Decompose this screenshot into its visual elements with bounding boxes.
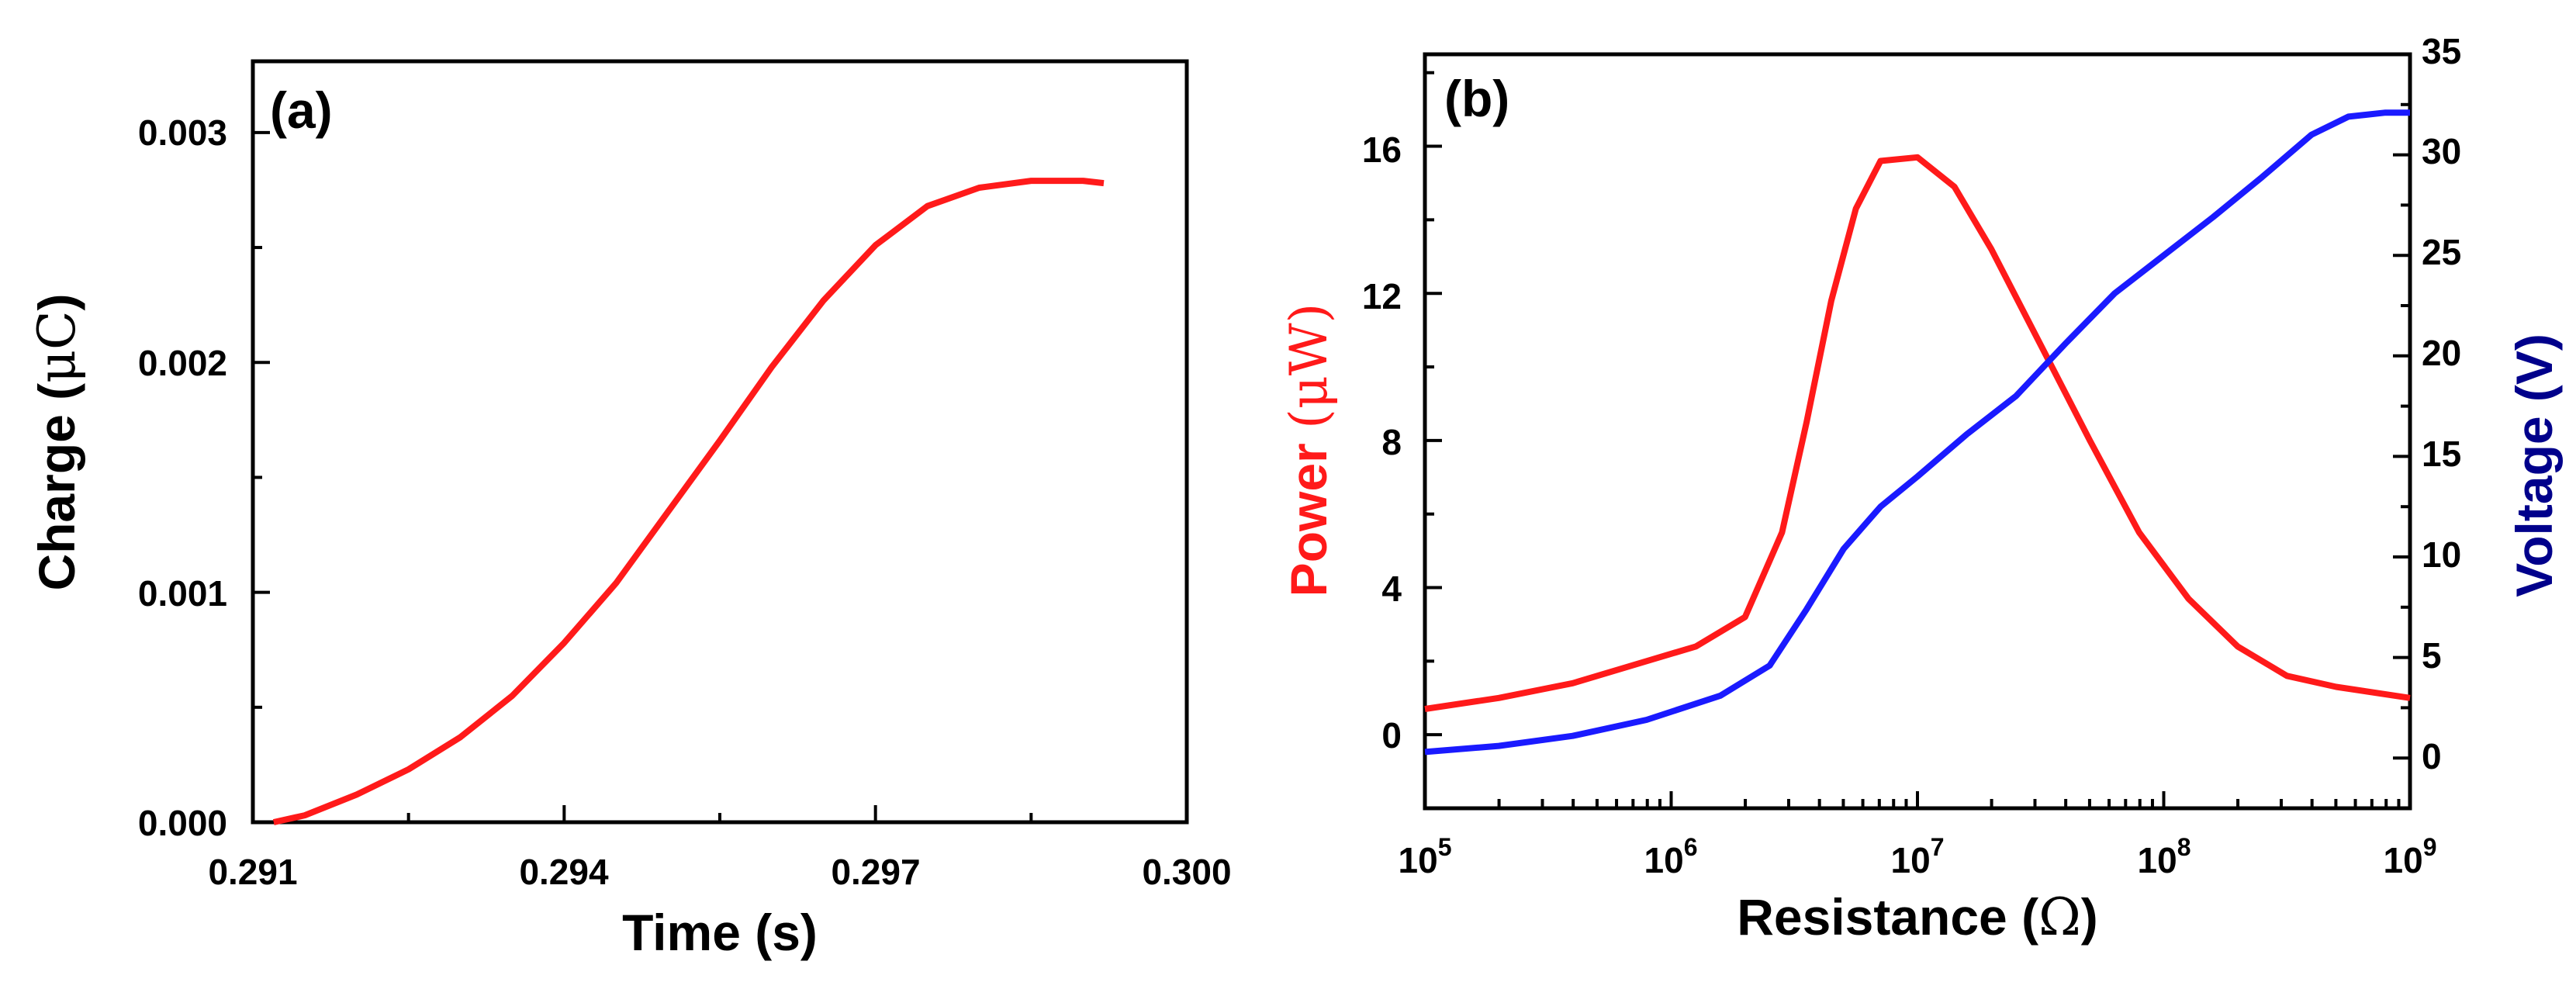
panel-b-x-axis-title: Resistance (Ω) xyxy=(1737,887,2098,947)
panel-b-left-axis-title-text: Power xyxy=(1280,429,1337,597)
panel-b-x-tick-label: 105 xyxy=(1399,833,1452,880)
panel-b-left-tick-label: 0 xyxy=(1381,715,1402,756)
panel-b-x-tick-label: 108 xyxy=(2138,833,2191,880)
panel-b-power-line xyxy=(1424,154,2411,712)
panel-b-left-tick-label: 8 xyxy=(1381,422,1402,462)
panel-b-x-tick-exponent: 7 xyxy=(1931,833,1945,861)
panel-a-label: (a) xyxy=(270,81,333,139)
panel-b-right-axis-title: Voltage (V) xyxy=(2505,334,2563,597)
panel-b-right-tick-label: 20 xyxy=(2422,333,2461,373)
panel-b-left-tick-label: 4 xyxy=(1381,569,1402,609)
panel-b-series xyxy=(1424,109,2411,756)
panel-b-left-axis-title-unit: (μW) xyxy=(1279,303,1339,429)
panel-a-series xyxy=(272,178,1105,825)
panel-b-left-tick-labels: 0 4 8 12 16 xyxy=(1362,130,1402,756)
panel-b-ticks xyxy=(1423,53,2412,810)
panel-b-x-tick-label: 107 xyxy=(1891,833,1945,880)
panel-b-left-axis-title: Power (μW) xyxy=(1279,303,1339,597)
panel-a-y-axis-title-close: ) xyxy=(28,293,85,310)
panel-b-x-axis-title-close: ) xyxy=(2081,888,2098,946)
panel-b-voltage-line xyxy=(1424,109,2410,756)
panel-a-x-tick-labels: 0.291 0.294 0.297 0.300 xyxy=(208,852,1231,892)
panel-b-x-tick-base: 10 xyxy=(2138,840,2177,880)
panel-a-x-tick-label: 0.291 xyxy=(208,852,297,892)
panel-a-y-tick-label: 0.000 xyxy=(138,803,227,843)
panel-b-x-tick-base: 10 xyxy=(2384,840,2423,880)
panel-b-plot-frame xyxy=(1423,52,2412,811)
panel-a-y-axis-title-text: Charge ( xyxy=(28,383,85,591)
panel-a-y-tick-label: 0.003 xyxy=(138,112,227,153)
panel-b-left-tick-label: 12 xyxy=(1362,276,1402,316)
panel-b-x-tick-exponent: 9 xyxy=(2423,833,2437,861)
panel-b-right-tick-label: 0 xyxy=(2422,736,2442,776)
panel-a-x-tick-label: 0.300 xyxy=(1142,852,1231,892)
panel-a-x-tick-label: 0.297 xyxy=(831,852,920,892)
panel-b-x-tick-base: 10 xyxy=(1891,840,1931,880)
panel-b-x-tick-label: 109 xyxy=(2384,833,2437,880)
panel-a-y-tick-label: 0.001 xyxy=(138,573,227,614)
panel-b: 0 4 8 12 16 0 5 10 15 20 25 30 35 105 10… xyxy=(1279,31,2563,947)
panel-b-right-tick-labels: 0 5 10 15 20 25 30 35 xyxy=(2422,31,2461,776)
panel-b-x-axis-title-unit: Ω xyxy=(2038,887,2081,947)
panel-b-x-tick-base: 10 xyxy=(1399,840,1438,880)
panel-b-label: (b) xyxy=(1444,70,1509,127)
panel-b-right-tick-label: 30 xyxy=(2422,131,2461,171)
panel-b-right-tick-label: 5 xyxy=(2422,635,2442,676)
panel-b-x-tick-exponent: 8 xyxy=(2177,833,2191,861)
panel-b-x-tick-exponent: 5 xyxy=(1438,833,1452,861)
panel-b-x-tick-label: 106 xyxy=(1644,833,1698,880)
panel-b-right-tick-label: 10 xyxy=(2422,534,2461,575)
panel-b-x-axis-title-text: Resistance ( xyxy=(1737,888,2038,946)
panel-a-y-axis-title: Charge (μC) xyxy=(27,293,87,590)
panel-a-y-tick-label: 0.002 xyxy=(138,343,227,383)
panel-a-ticks xyxy=(251,130,1188,824)
panel-a-x-tick-label: 0.294 xyxy=(519,852,609,892)
panel-a-x-axis-title: Time (s) xyxy=(622,904,818,961)
panel-b-x-tick-base: 10 xyxy=(1644,840,1684,880)
panel-a-y-tick-labels: 0.000 0.001 0.002 0.003 xyxy=(138,112,227,843)
panel-a-charge-line xyxy=(272,178,1105,825)
panel-b-x-tick-labels: 105 106 107 108 109 xyxy=(1399,833,2437,880)
panel-a: 0.000 0.001 0.002 0.003 0.291 0.294 0.29… xyxy=(27,59,1232,961)
panel-b-left-tick-label: 16 xyxy=(1362,130,1402,170)
panel-b-right-tick-label: 15 xyxy=(2422,434,2461,474)
panel-b-x-tick-exponent: 6 xyxy=(1684,833,1698,861)
panel-b-right-tick-label: 25 xyxy=(2422,232,2461,272)
panel-b-right-tick-label: 35 xyxy=(2422,31,2461,71)
panel-a-y-axis-title-unit: μC xyxy=(27,310,87,382)
